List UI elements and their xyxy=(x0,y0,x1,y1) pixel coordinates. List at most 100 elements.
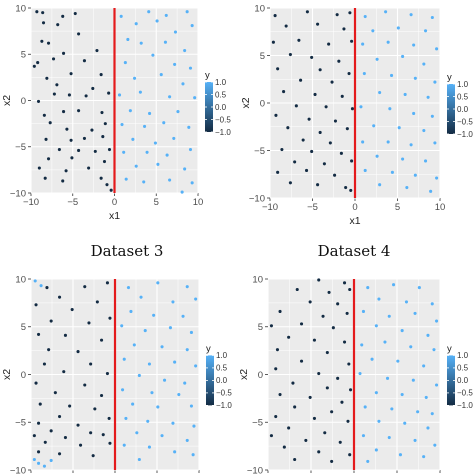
colorbar-legend: y 1.0 0.5 0.0 −0.5 −1.0 xyxy=(206,343,232,410)
data-point xyxy=(126,286,130,290)
data-point xyxy=(378,183,382,187)
data-point xyxy=(426,95,430,99)
scatter-panel-2: −10 −5 0 5 10 −10 −5 0 5 10 x1 x2 y 1.0 0.5 0.0 −0.5 −1.0 xyxy=(240,3,473,227)
data-point xyxy=(405,186,409,190)
data-point xyxy=(342,27,346,31)
y-axis-label: x2 xyxy=(1,369,13,380)
data-point xyxy=(433,443,437,447)
x-tick-label: 5 xyxy=(154,197,159,208)
data-point xyxy=(374,448,378,452)
colorbar-tick-label: −0.5 xyxy=(457,389,473,398)
data-point xyxy=(422,62,426,66)
data-point xyxy=(398,453,402,457)
colorbar-tick-label: 0.5 xyxy=(457,92,469,101)
data-point xyxy=(34,303,38,307)
data-point xyxy=(324,105,328,109)
data-point xyxy=(274,414,278,419)
data-point xyxy=(171,300,175,304)
data-point xyxy=(350,159,354,163)
data-point xyxy=(107,147,112,152)
data-point xyxy=(282,445,286,449)
data-point xyxy=(95,300,99,304)
data-point xyxy=(323,431,327,435)
data-point xyxy=(145,150,149,154)
data-point xyxy=(288,181,292,185)
data-point xyxy=(339,151,343,155)
data-point xyxy=(49,319,53,323)
data-point xyxy=(327,42,331,46)
data-point xyxy=(35,10,39,14)
data-point xyxy=(378,91,382,95)
data-point xyxy=(310,149,314,153)
data-point xyxy=(100,338,104,342)
data-point xyxy=(147,362,151,366)
data-point xyxy=(318,68,322,72)
data-point xyxy=(102,160,107,164)
data-point xyxy=(372,124,376,128)
colorbar-gradient xyxy=(206,355,214,406)
y-tick-label: 0 xyxy=(260,98,265,109)
y-tick-label: 0 xyxy=(21,370,26,381)
data-point xyxy=(41,21,46,25)
data-point xyxy=(338,440,342,444)
data-point xyxy=(70,156,74,160)
data-point xyxy=(36,99,41,103)
data-point xyxy=(344,186,348,190)
x-tick-label: −10 xyxy=(262,202,278,213)
data-point xyxy=(190,24,194,28)
data-point xyxy=(132,76,137,80)
data-point xyxy=(62,51,66,55)
x-axis-label: x1 xyxy=(349,215,360,227)
data-point xyxy=(433,80,437,84)
data-point xyxy=(82,59,86,63)
data-point xyxy=(48,121,52,125)
data-point xyxy=(173,360,177,364)
data-point xyxy=(274,113,278,117)
y-tick-label: −10 xyxy=(247,465,263,474)
x-tick-label: 10 xyxy=(193,197,204,208)
data-point xyxy=(119,14,123,18)
data-point xyxy=(131,137,135,141)
data-point xyxy=(375,154,379,158)
data-point xyxy=(301,138,305,142)
data-point xyxy=(49,429,53,433)
data-point xyxy=(287,426,291,430)
y-tick-label: 10 xyxy=(254,3,265,14)
data-point xyxy=(180,190,184,194)
data-point xyxy=(396,26,400,30)
data-point xyxy=(424,395,428,399)
data-point xyxy=(143,124,147,128)
data-point xyxy=(77,148,81,152)
colorbar-tick-label: 0.0 xyxy=(215,103,227,112)
data-point xyxy=(122,443,126,447)
data-point xyxy=(390,73,394,77)
data-point xyxy=(278,309,282,314)
colorbar-gradient xyxy=(447,355,455,406)
data-point xyxy=(422,364,426,368)
data-point xyxy=(409,345,413,349)
data-point xyxy=(282,90,286,94)
colorbar-legend: y 1.0 0.5 0.0 −0.5 −1.0 xyxy=(205,70,231,137)
data-point xyxy=(430,302,434,306)
data-point xyxy=(105,281,109,285)
data-point xyxy=(147,445,151,449)
colorbar-tick-label: 0.0 xyxy=(457,376,469,385)
data-point xyxy=(404,300,409,304)
data-point xyxy=(347,72,351,76)
data-point xyxy=(42,113,46,117)
data-point xyxy=(139,41,143,45)
data-point xyxy=(173,30,178,34)
data-point xyxy=(52,92,56,96)
data-point xyxy=(409,143,413,147)
data-point xyxy=(293,405,297,409)
data-point xyxy=(164,13,168,17)
data-point xyxy=(336,376,340,380)
y-tick-label: 0 xyxy=(21,96,26,107)
colorbar-tick-label: 0.5 xyxy=(215,90,227,99)
data-point xyxy=(42,464,46,468)
x-tick-label: −10 xyxy=(23,197,39,208)
data-point xyxy=(83,285,87,289)
panel-title-dataset-3: Dataset 3 xyxy=(91,242,164,260)
data-point xyxy=(413,438,417,442)
